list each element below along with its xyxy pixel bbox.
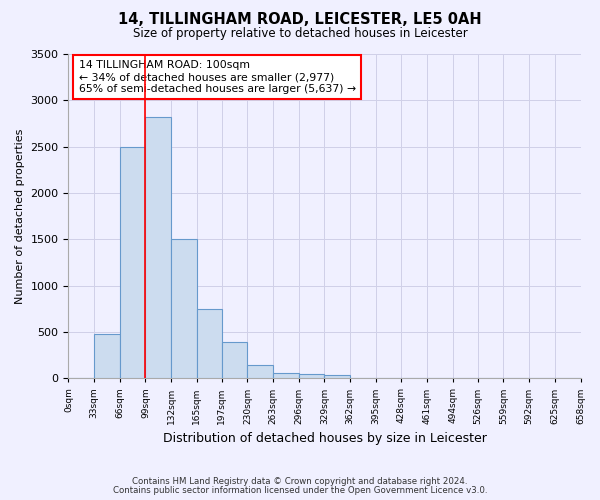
- Text: 14, TILLINGHAM ROAD, LEICESTER, LE5 0AH: 14, TILLINGHAM ROAD, LEICESTER, LE5 0AH: [118, 12, 482, 28]
- Y-axis label: Number of detached properties: Number of detached properties: [15, 128, 25, 304]
- Bar: [120, 146, 145, 378]
- Bar: [171, 240, 197, 378]
- Bar: [247, 366, 273, 378]
- Text: Size of property relative to detached houses in Leicester: Size of property relative to detached ho…: [133, 28, 467, 40]
- Bar: [273, 372, 299, 378]
- Bar: [222, 342, 247, 378]
- Bar: [197, 309, 222, 378]
- X-axis label: Distribution of detached houses by size in Leicester: Distribution of detached houses by size …: [163, 432, 487, 445]
- Text: Contains public sector information licensed under the Open Government Licence v3: Contains public sector information licen…: [113, 486, 487, 495]
- Bar: [145, 117, 171, 378]
- Text: 14 TILLINGHAM ROAD: 100sqm
← 34% of detached houses are smaller (2,977)
65% of s: 14 TILLINGHAM ROAD: 100sqm ← 34% of deta…: [79, 60, 356, 94]
- Bar: [299, 374, 325, 378]
- Bar: [325, 376, 350, 378]
- Bar: [94, 334, 120, 378]
- Text: Contains HM Land Registry data © Crown copyright and database right 2024.: Contains HM Land Registry data © Crown c…: [132, 477, 468, 486]
